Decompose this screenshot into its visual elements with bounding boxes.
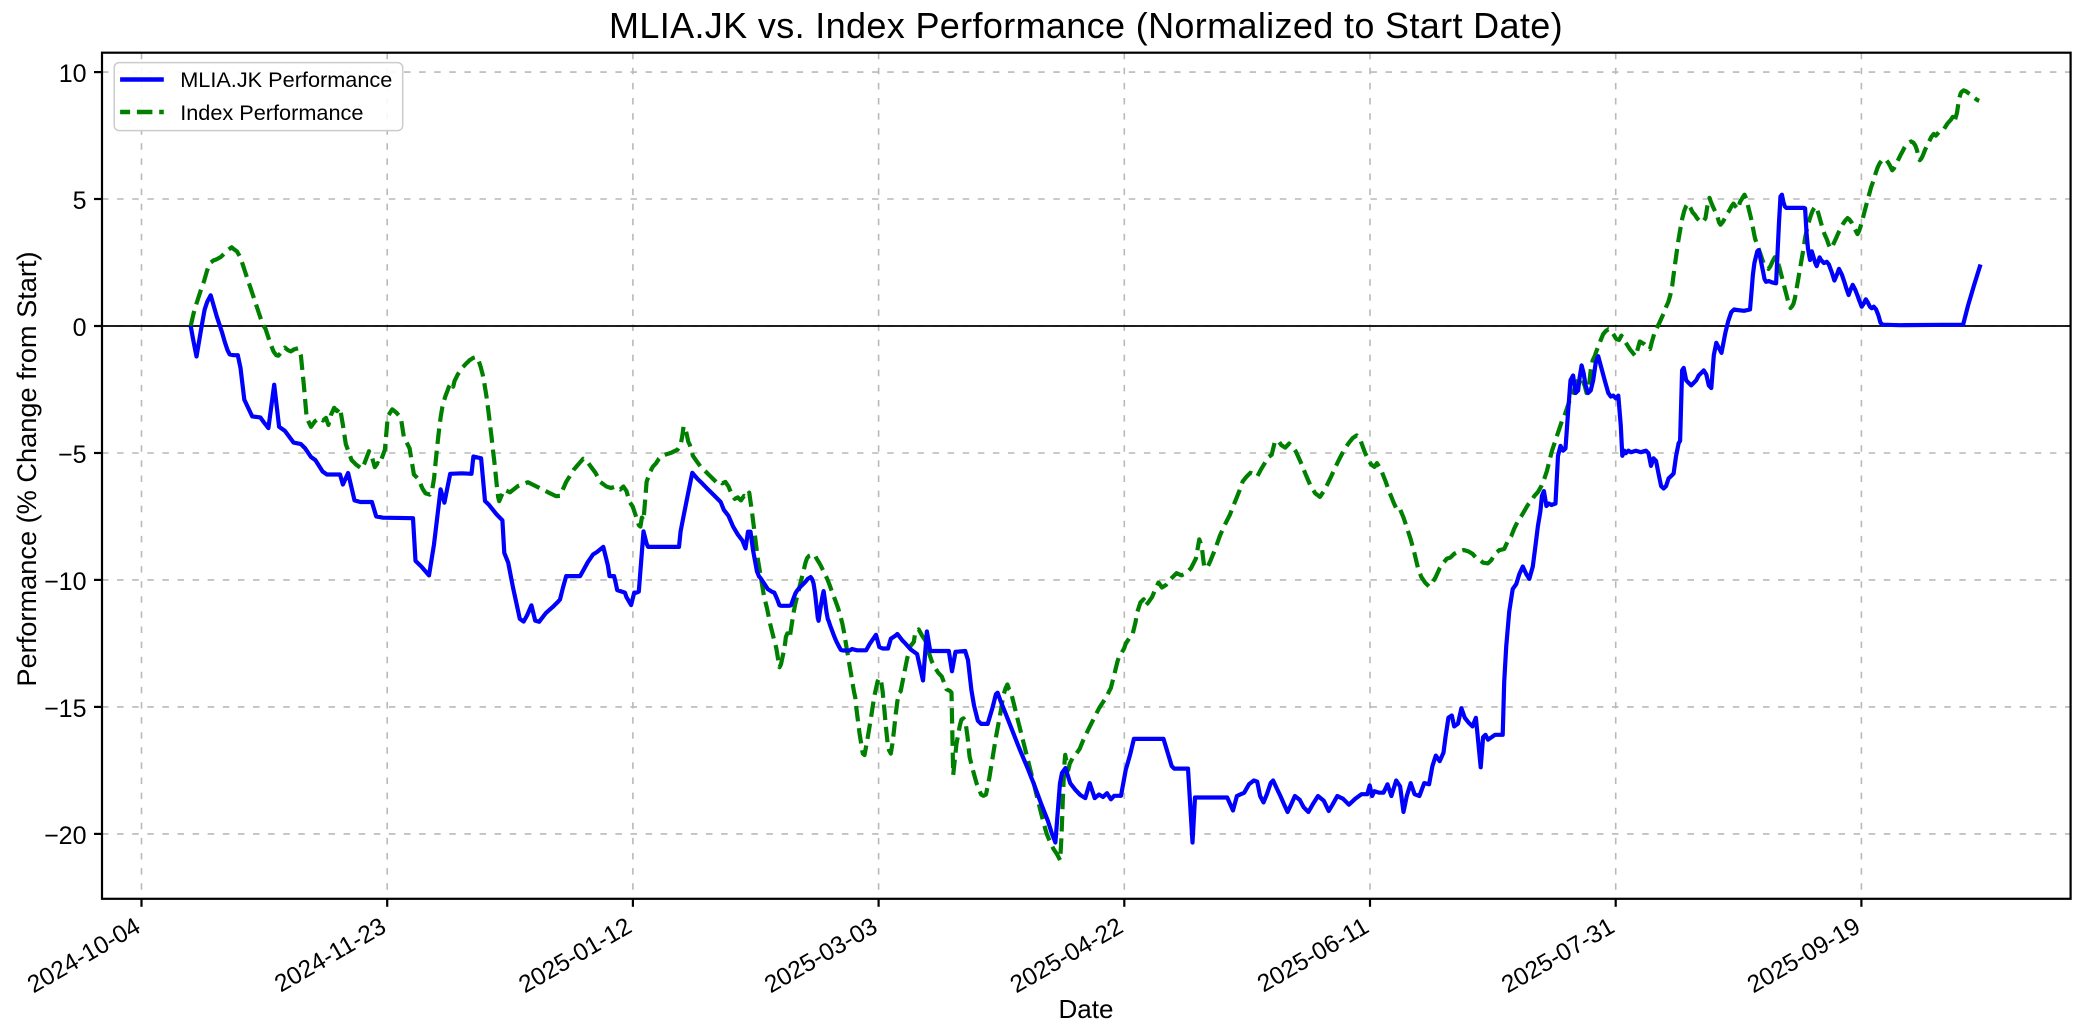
svg-text:−10: −10	[44, 568, 86, 596]
svg-text:Index Performance: Index Performance	[180, 100, 363, 125]
svg-text:MLIA.JK Performance: MLIA.JK Performance	[180, 67, 392, 92]
svg-text:MLIA.JK vs. Index Performance: MLIA.JK vs. Index Performance (Normalize…	[609, 5, 1563, 46]
svg-text:10: 10	[59, 60, 87, 88]
svg-text:−5: −5	[58, 441, 87, 469]
svg-text:Performance (% Change from Sta: Performance (% Change from Start)	[11, 251, 42, 686]
svg-text:−20: −20	[44, 822, 86, 850]
svg-text:5: 5	[73, 187, 87, 215]
svg-text:Date: Date	[1059, 994, 1114, 1024]
svg-text:0: 0	[73, 314, 87, 342]
svg-text:−15: −15	[44, 695, 86, 723]
